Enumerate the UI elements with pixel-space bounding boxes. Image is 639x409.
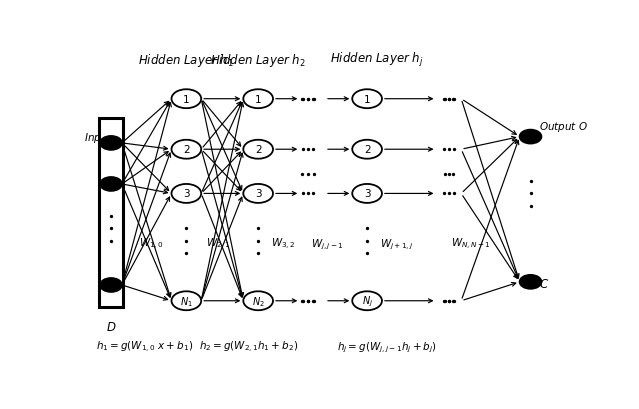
Circle shape (243, 184, 273, 203)
Circle shape (100, 279, 122, 292)
Text: 2: 2 (183, 145, 190, 155)
Text: $h_1 = g(W_{1,0}\ x+b_1)$: $h_1 = g(W_{1,0}\ x+b_1)$ (96, 339, 193, 354)
Text: 3: 3 (183, 189, 190, 199)
Text: $N_j$: $N_j$ (362, 294, 373, 308)
Text: 1: 1 (364, 94, 371, 104)
Text: $W_{2,1}$: $W_{2,1}$ (206, 237, 231, 252)
Circle shape (352, 184, 382, 203)
Text: $N_1$: $N_1$ (180, 294, 193, 308)
Text: 3: 3 (255, 189, 261, 199)
Text: $h_j = g(W_{j,j-1}h_j+b_j)$: $h_j = g(W_{j,j-1}h_j+b_j)$ (337, 339, 437, 354)
Text: $N_2$: $N_2$ (252, 294, 265, 308)
Circle shape (171, 292, 201, 310)
Circle shape (171, 184, 201, 203)
Circle shape (243, 90, 273, 109)
Circle shape (100, 137, 122, 151)
Text: 1: 1 (183, 94, 190, 104)
Text: 3: 3 (364, 189, 371, 199)
Circle shape (100, 178, 122, 191)
Circle shape (171, 90, 201, 109)
Text: $W_{j,j-1}$: $W_{j,j-1}$ (311, 237, 344, 252)
Text: Output $O$: Output $O$ (539, 119, 589, 133)
Text: 2: 2 (364, 145, 371, 155)
Circle shape (243, 140, 273, 159)
Circle shape (352, 140, 382, 159)
Text: Hidden Layer $h_j$: Hidden Layer $h_j$ (330, 51, 424, 69)
Text: Hidden Layer $h_2$: Hidden Layer $h_2$ (210, 52, 306, 69)
Circle shape (520, 275, 541, 289)
Text: $h_2 = g(W_{2,1}h_1+b_2)$: $h_2 = g(W_{2,1}h_1+b_2)$ (199, 339, 298, 354)
Circle shape (352, 292, 382, 310)
Text: $W_{N,N-1}$: $W_{N,N-1}$ (451, 237, 491, 252)
Text: $W_{j+1,j}$: $W_{j+1,j}$ (380, 237, 413, 252)
Text: $W_{1,0}$: $W_{1,0}$ (139, 237, 164, 252)
Circle shape (520, 130, 541, 144)
Text: C: C (539, 277, 548, 290)
Text: 1: 1 (255, 94, 261, 104)
Circle shape (243, 292, 273, 310)
Text: Input $x$: Input $x$ (84, 130, 122, 144)
Circle shape (171, 140, 201, 159)
Circle shape (352, 90, 382, 109)
Text: D: D (107, 320, 116, 333)
FancyBboxPatch shape (98, 118, 123, 307)
Text: Hidden Layer $h_1$: Hidden Layer $h_1$ (139, 52, 235, 69)
Text: $W_{3,2}$: $W_{3,2}$ (271, 237, 295, 252)
Text: 2: 2 (255, 145, 261, 155)
